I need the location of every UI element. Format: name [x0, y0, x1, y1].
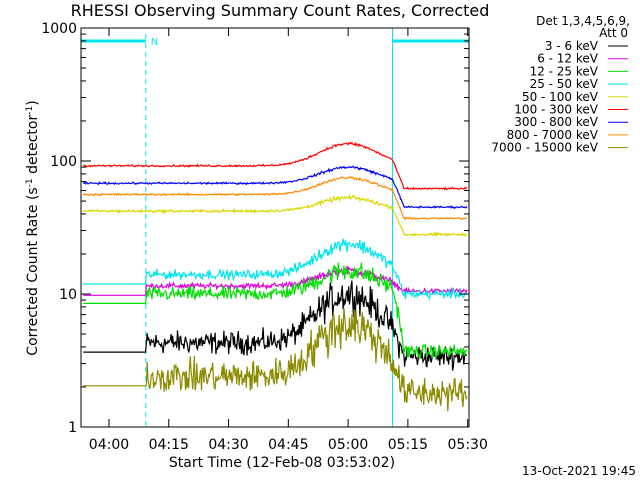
saa-label: N: [151, 37, 158, 48]
legend-header-attenuator: Att 0: [599, 26, 628, 40]
legend-label: 50 - 100 keV: [522, 90, 599, 104]
series-3---6-keV: [83, 280, 468, 371]
series-50---100-keV: [82, 193, 468, 238]
series-12---25-keV: [83, 262, 468, 361]
legend-label: 100 - 300 keV: [514, 103, 598, 117]
legend-label: 6 - 12 keV: [537, 52, 599, 66]
x-tick-label: 04:15: [149, 437, 189, 453]
y-axis: 1 10 100 1000: [41, 21, 469, 436]
x-tick-label: 04:45: [268, 437, 308, 453]
series-100---300-keV: [83, 141, 468, 191]
x-tick-label: 04:00: [89, 437, 129, 453]
chart-title: RHESSI Observing Summary Count Rates, Co…: [71, 1, 490, 20]
legend-header-detectors: Det 1,3,4,5,6,9,: [536, 14, 630, 28]
x-axis-label: Start Time (12-Feb-08 03:53:02): [169, 455, 395, 471]
footer-timestamp: 13-Oct-2021 19:45: [522, 464, 636, 478]
y-tick-label: 1: [68, 420, 77, 436]
x-tick-label: 05:30: [448, 437, 488, 453]
y-axis-label: Corrected Count Rate (s-1 detector-1): [25, 100, 41, 355]
series-300---800-keV: [83, 165, 468, 210]
plot-frame: [80, 27, 470, 428]
legend-label: 7000 - 15000 keV: [491, 141, 598, 155]
x-axis: 04:00 04:15 04:30 04:45 05:00 05:15 05:30: [89, 28, 488, 453]
x-tick-label: 05:15: [388, 437, 428, 453]
legend-label: 3 - 6 keV: [545, 39, 599, 53]
plot-area: N: [81, 28, 470, 427]
legend-label: 300 - 800 keV: [514, 115, 598, 129]
series-7000---15000-keV: [83, 307, 468, 412]
x-tick-label: 05:00: [328, 437, 368, 453]
series-800---7000-keV: [82, 176, 468, 221]
y-tick-label: 10: [59, 287, 77, 303]
y-tick-label: 100: [50, 154, 77, 170]
series-6---12-keV: [83, 265, 468, 296]
legend-label: 800 - 7000 keV: [507, 128, 599, 142]
legend-label: 25 - 50 keV: [530, 77, 599, 91]
y-tick-label: 1000: [41, 21, 77, 37]
legend-label: 12 - 25 keV: [530, 64, 599, 78]
series-25---50-keV: [83, 238, 468, 302]
x-tick-label: 04:30: [208, 437, 248, 453]
